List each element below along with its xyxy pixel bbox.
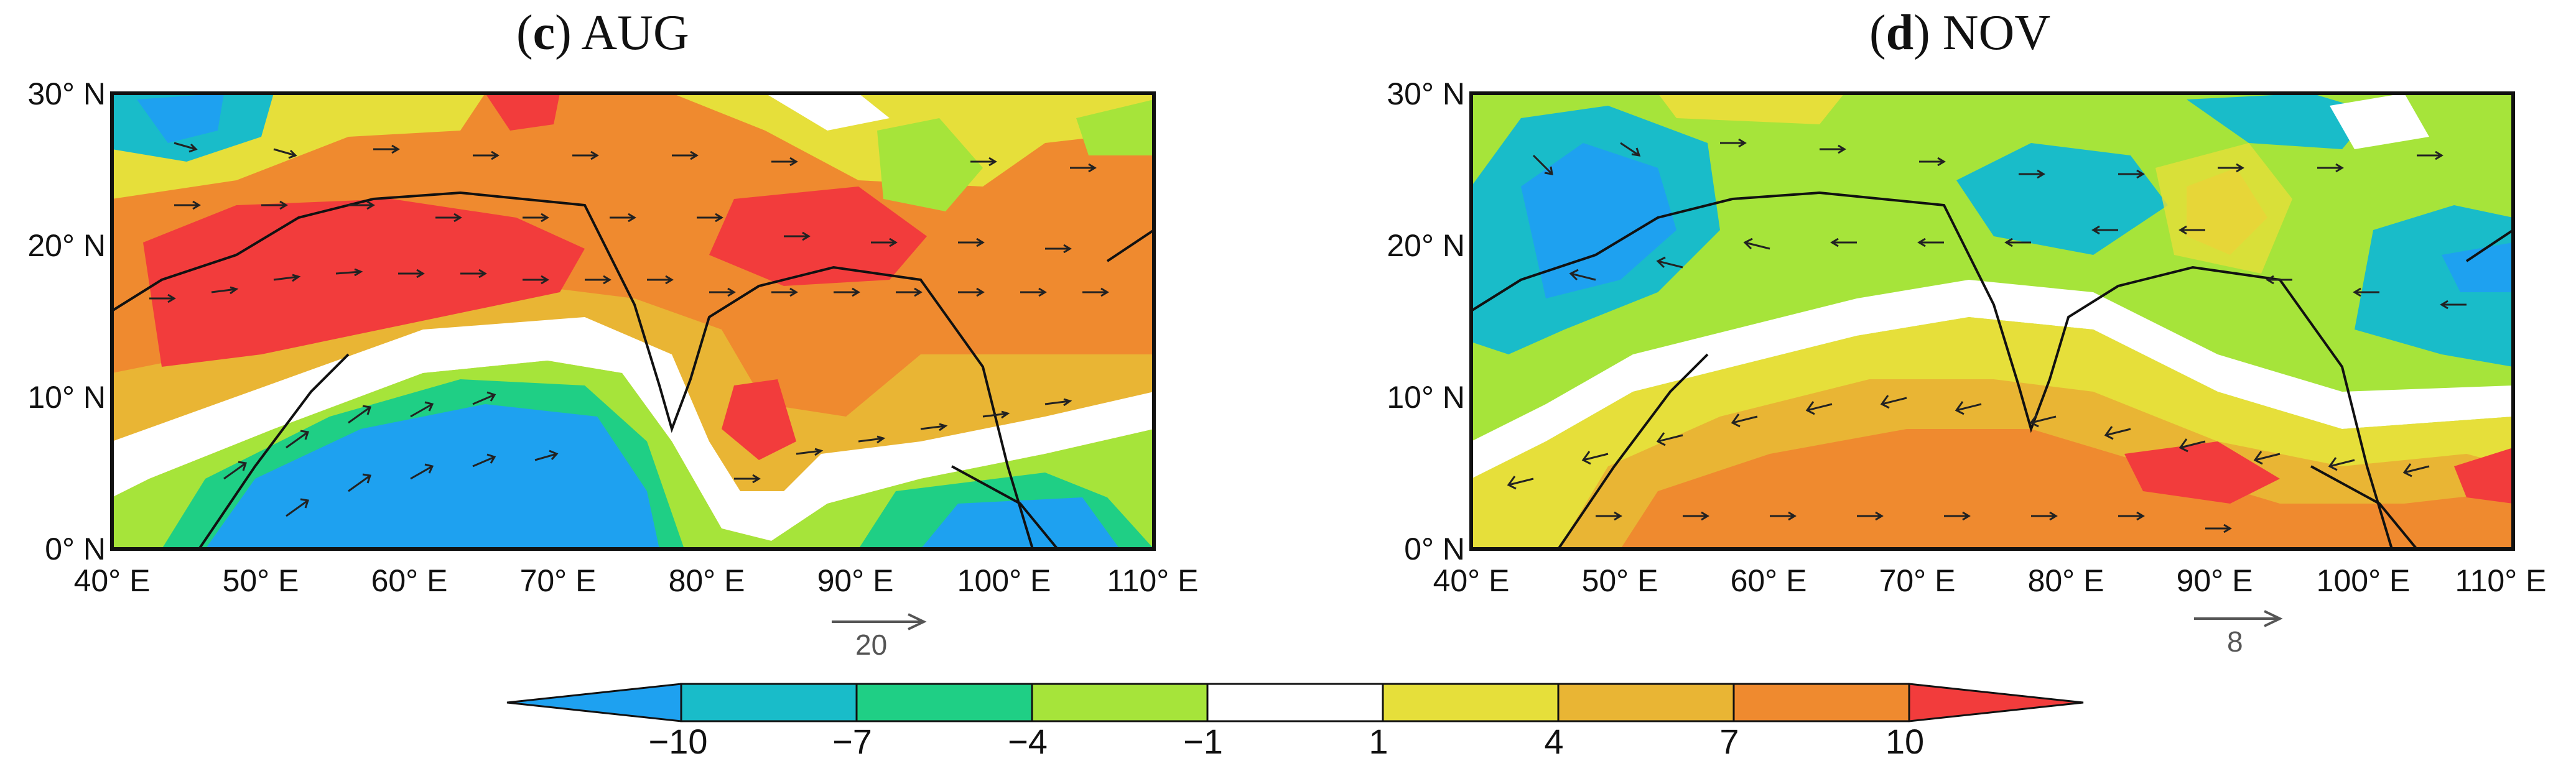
panel-c-title: (c) AUG <box>516 6 689 60</box>
panel-c-ytick-0n: 0° N <box>45 532 106 566</box>
panel-c-xtick-60e: 60° E <box>371 563 448 598</box>
panel-d-ytick-10n: 10° N <box>1387 380 1465 415</box>
colorbar <box>506 683 2084 722</box>
colorbar-label-neg10: −10 <box>648 722 708 761</box>
colorbar-label-neg7: −7 <box>832 722 872 761</box>
panel-c-xtick-40e: 40° E <box>73 563 151 598</box>
panel-c-xtick-80e: 80° E <box>668 563 745 598</box>
colorbar-segment-1-4 <box>1382 683 1560 722</box>
colorbar-segment-neg4-neg1 <box>1031 683 1209 722</box>
colorbar-label-7: 7 <box>1719 722 1739 761</box>
panel-d-xtick-50e: 50° E <box>1581 563 1658 598</box>
panel-d-ytick-30n: 30° N <box>1387 76 1465 111</box>
colorbar-segment-neg10-neg7 <box>680 683 858 722</box>
panel-c-ytick-20n: 20° N <box>27 228 106 263</box>
panel-d-xtick-90e: 90° E <box>2176 563 2253 598</box>
colorbar-segment-above-10 <box>1908 683 2084 722</box>
colorbar-segment-neg7-neg4 <box>855 683 1033 722</box>
panel-d-title: (d) NOV <box>1869 6 2051 60</box>
colorbar-label-1: 1 <box>1369 722 1388 761</box>
colorbar-segment-4-7 <box>1557 683 1735 722</box>
panel-c-month: AUG <box>581 6 689 60</box>
panel-d-ytick-20n: 20° N <box>1387 228 1465 263</box>
panel-d-xtick-40e: 40° E <box>1433 563 1510 598</box>
colorbar-segment-7-10 <box>1732 683 1910 722</box>
panel-c-xtick-50e: 50° E <box>222 563 299 598</box>
panel-c-letter: c <box>532 6 556 60</box>
panel-d-map <box>1469 91 2515 551</box>
panel-d-xtick-100e: 100° E <box>2316 563 2411 598</box>
panel-c-wind-vectors <box>149 142 1109 517</box>
panel-d-xtick-60e: 60° E <box>1730 563 1807 598</box>
panel-c-reference-vector-arrow <box>832 613 927 630</box>
panel-c-xtick-100e: 100° E <box>957 563 1051 598</box>
panel-d-xtick-70e: 70° E <box>1879 563 1956 598</box>
colorbar-label-10: 10 <box>1885 722 1925 761</box>
panel-d-month: NOV <box>1942 6 2051 60</box>
panel-c-map <box>110 91 1156 551</box>
panel-d-xtick-110e: 110° E <box>2455 563 2547 598</box>
colorbar-segment-below-neg10 <box>506 683 682 722</box>
panel-c-xtick-110e: 110° E <box>1107 563 1199 598</box>
panel-d-xtick-80e: 80° E <box>2027 563 2104 598</box>
panel-c-xtick-90e: 90° E <box>817 563 894 598</box>
panel-d-wind-vectors <box>1507 138 2467 533</box>
panel-d-reference-vector-arrow <box>2194 610 2283 627</box>
panel-c-reference-vector-label: 20 <box>855 629 888 661</box>
colorbar-segment-neg1-1 <box>1206 683 1384 722</box>
colorbar-label-4: 4 <box>1544 722 1564 761</box>
panel-c-xtick-70e: 70° E <box>519 563 597 598</box>
panel-c-ytick-10n: 10° N <box>27 380 106 415</box>
colorbar-label-neg1: −1 <box>1183 722 1223 761</box>
panel-d-letter: d <box>1886 6 1914 60</box>
panel-d-ytick-0n: 0° N <box>1404 532 1465 566</box>
panel-d-reference-vector-label: 8 <box>2227 625 2243 658</box>
panel-c-ytick-30n: 30° N <box>27 76 106 111</box>
colorbar-label-neg4: −4 <box>1008 722 1048 761</box>
